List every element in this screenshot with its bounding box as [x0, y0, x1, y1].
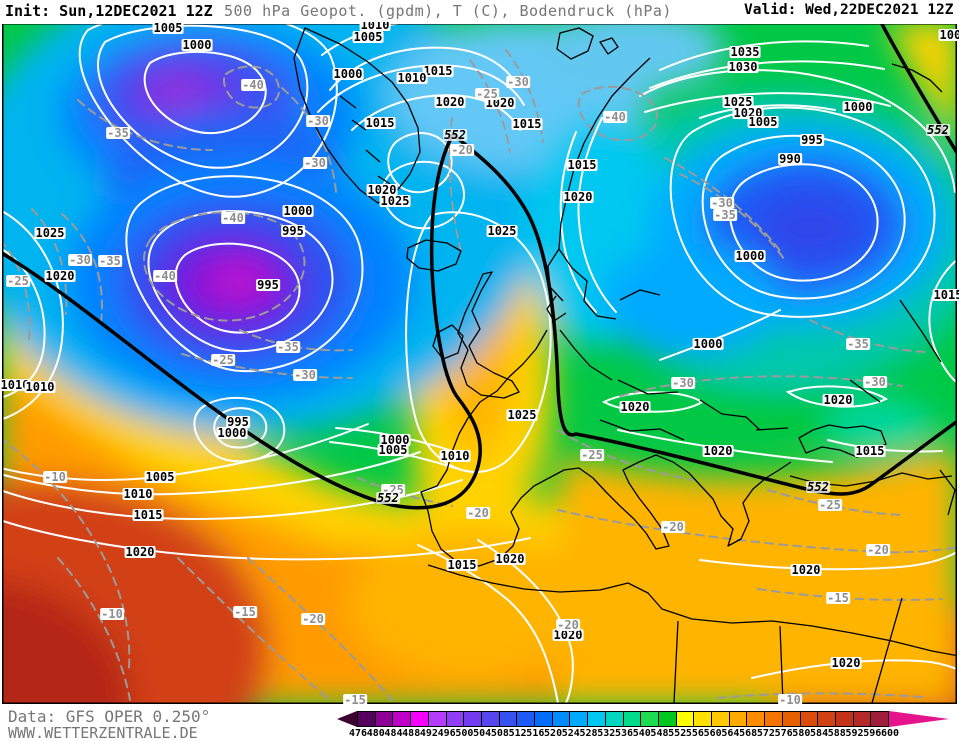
footer-bar: Data: GFS OPER 0.250° WWW.WETTERZENTRALE…: [0, 705, 959, 741]
colorbar-tick-label: 564: [721, 728, 740, 739]
website-label: WWW.WETTERZENTRALE.DE: [8, 724, 198, 741]
colorbar-segment: [605, 712, 624, 726]
colorbar-tick-label: 568: [739, 728, 758, 739]
colorbar-segment: [835, 712, 854, 726]
colorbar-segment: [782, 712, 801, 726]
colorbar-segment: [658, 712, 677, 726]
colorbar-segment: [871, 712, 889, 726]
colorbar-segment: [464, 712, 482, 726]
valid-time-label: Valid: Wed,22DEC2021 12Z: [744, 2, 954, 18]
colorbar-tick-label: 536: [614, 728, 634, 739]
colorbar-segment: [588, 712, 606, 726]
colorbar-tick-label: 548: [650, 728, 669, 739]
colorbar-segment: [517, 712, 536, 726]
colorbar-tick-label: 480: [366, 728, 385, 739]
colorbar-segment: [375, 712, 394, 726]
colorbar-tick-label: 500: [455, 728, 474, 739]
colorbar-tick-label: 556: [685, 728, 704, 739]
colorbar-segment: [499, 712, 518, 726]
init-time-label: Init: Sun,12DEC2021 12Z: [5, 2, 213, 20]
colorbar-segment: [712, 712, 730, 726]
colorbar-tick-label: 484: [384, 728, 403, 739]
colorbar-tick-label: 584: [810, 728, 829, 739]
colorbar-tick-label: 508: [490, 728, 509, 739]
colorbar-arrow-right-icon: [889, 711, 949, 727]
colorbar-tick-label: 532: [597, 728, 616, 739]
colorbar-tick-label: 520: [544, 728, 563, 739]
colorbar-row: [337, 711, 951, 727]
colorbar-segment: [428, 712, 447, 726]
colorbar-tick-label: 524: [561, 728, 580, 739]
coastlines: [293, 27, 957, 704]
colorbar-tick-label: 476: [348, 728, 368, 739]
colorbar-segment: [641, 712, 659, 726]
map-title: 500 hPa Geopot. (gpdm), T (C), Bodendruc…: [224, 2, 672, 20]
temperature-contours: [2, 49, 957, 701]
colorbar-segment: [481, 712, 500, 726]
colorbar-tick-label: 488: [402, 728, 421, 739]
colorbar-segment: [393, 712, 412, 726]
colorbar-tick-label: 528: [579, 728, 598, 739]
colorbar-tick-label: 512: [508, 728, 527, 739]
colorbar-segment: [358, 712, 376, 726]
colorbar-tick-label: 504: [473, 728, 492, 739]
data-source-label: Data: GFS OPER 0.250°: [8, 707, 211, 726]
colorbar-segment: [800, 712, 819, 726]
colorbar-segment: [853, 712, 872, 726]
colorbar-segment: [446, 712, 465, 726]
colorbar-segment: [729, 712, 748, 726]
colorbar-tick-label: 580: [792, 728, 811, 739]
colorbar-segments: [357, 711, 889, 727]
colorbar-tick-label: 588: [827, 728, 846, 739]
colorbar-segment: [676, 712, 695, 726]
colorbar-tick-label: 560: [703, 728, 722, 739]
colorbar-tick-label: 496: [437, 728, 456, 739]
colorbar-tick-label: 572: [756, 728, 775, 739]
colorbar-tick-label: 600: [880, 728, 900, 739]
colorbar-tick-label: 540: [632, 728, 651, 739]
colorbar-tick-label: 576: [774, 728, 793, 739]
header-bar: Init: Sun,12DEC2021 12Z 500 hPa Geopot. …: [0, 0, 959, 22]
colorbar-arrow-left-icon: [337, 711, 357, 727]
colorbar-segment: [552, 712, 571, 726]
colorbar-segment: [694, 712, 713, 726]
colorbar-segment: [570, 712, 589, 726]
colorbar-segment: [535, 712, 553, 726]
colorbar-tick-label: 592: [845, 728, 864, 739]
contour-552: [2, 24, 957, 510]
colorbar-tick-label: 552: [668, 728, 687, 739]
colorbar-tick-label: 596: [863, 728, 882, 739]
colorbar-tick-label: 516: [526, 728, 545, 739]
colorbar-ticks: 476 480 484 488 492 496 500 504 508 512 516 520 524 5…: [349, 728, 899, 739]
colorbar: 476 480 484 488 492 496 500 504 508 512 516 520 524 5…: [337, 711, 951, 739]
colorbar-segment: [818, 712, 836, 726]
colorbar-segment: [765, 712, 783, 726]
colorbar-tick-label: 492: [419, 728, 438, 739]
colorbar-segment: [623, 712, 642, 726]
colorbar-segment: [747, 712, 766, 726]
colorbar-segment: [411, 712, 429, 726]
